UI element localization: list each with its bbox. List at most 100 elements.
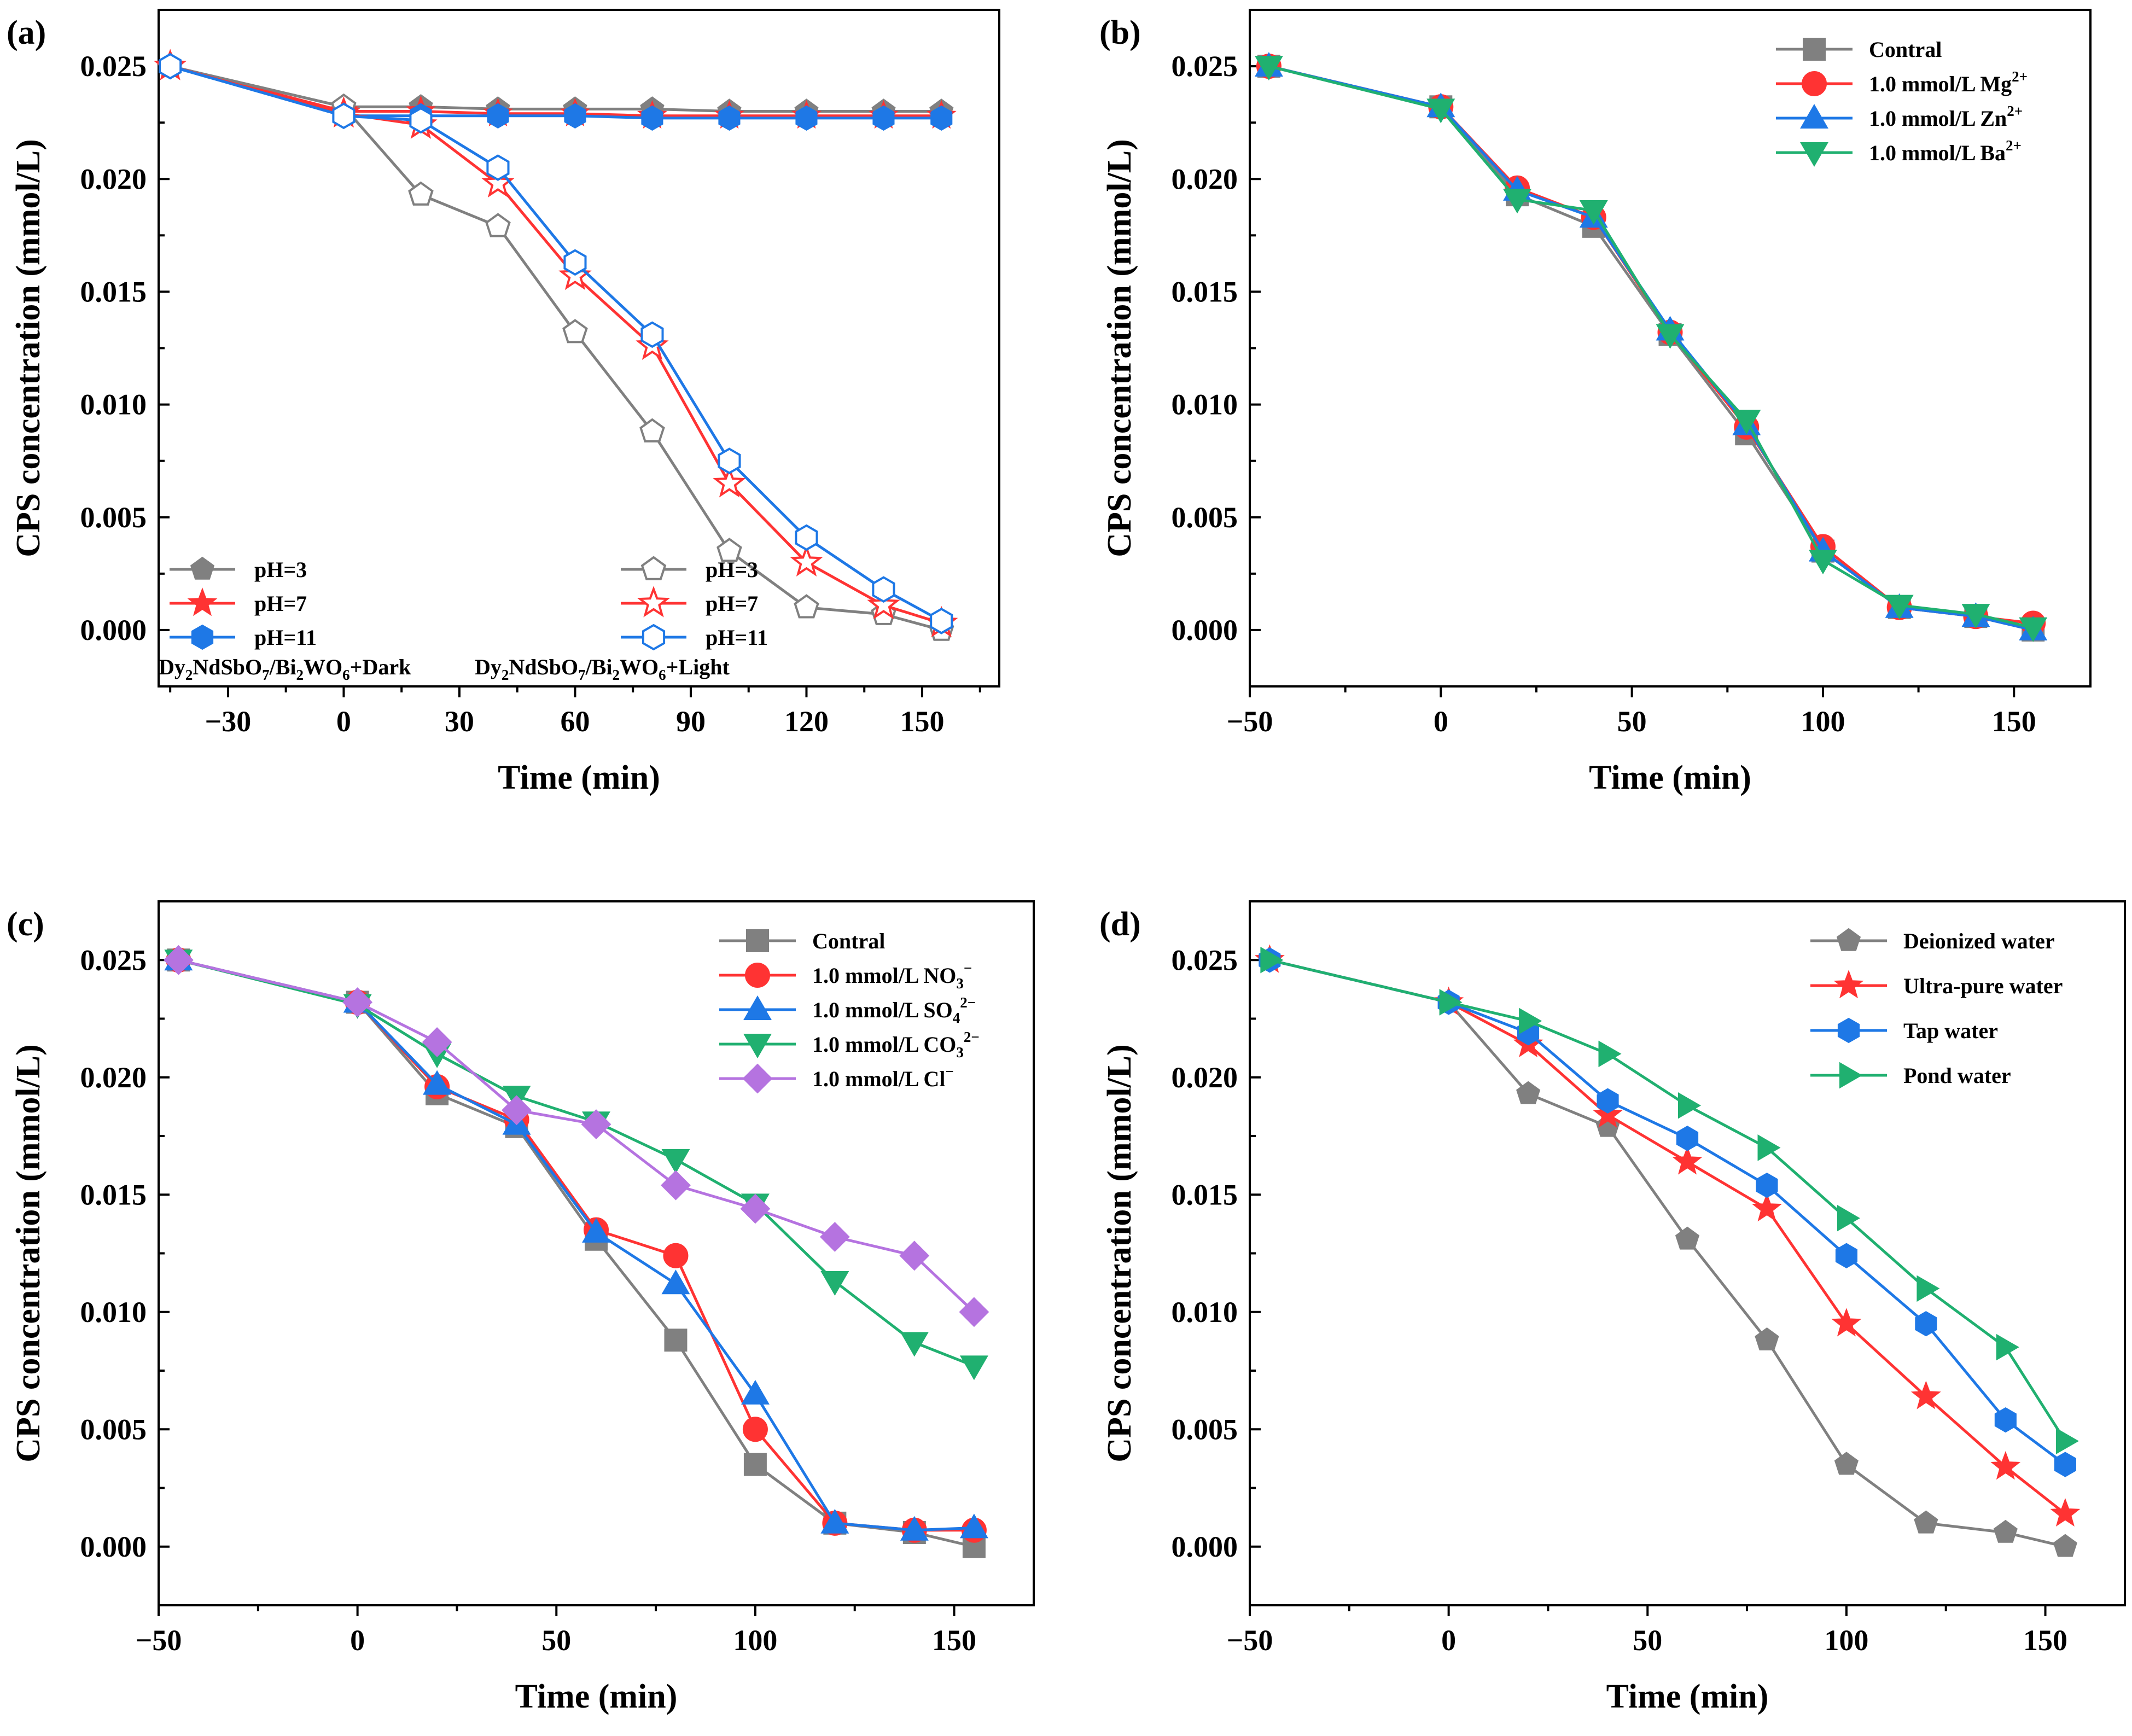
legend: pH=3 pH=7 pH=11 pH=3 pH=7 pH=11 xyxy=(170,556,768,651)
series-line xyxy=(1268,65,2034,630)
legend-label: pH=7 xyxy=(254,591,307,616)
y-axis-title: CPS concentration (mmol/L) xyxy=(10,1044,47,1463)
data-point xyxy=(422,1027,452,1057)
data-point xyxy=(2053,1534,2077,1557)
legend-marker xyxy=(642,624,666,651)
data-point xyxy=(900,1332,929,1357)
y-axis-title: CPS concentration (mmol/L) xyxy=(10,139,47,557)
x-tick-label: 100 xyxy=(1824,1624,1868,1657)
y-tick-label: 0.020 xyxy=(1172,1061,1238,1094)
series-line xyxy=(178,958,974,1532)
legend-item: 1.0 mmol/L Mg2+ xyxy=(1776,68,2028,96)
data-point xyxy=(1260,946,1284,974)
series-line xyxy=(1269,958,2066,1548)
data-point xyxy=(664,1329,688,1352)
data-point xyxy=(1837,1204,1860,1232)
x-tick-label: 150 xyxy=(1992,705,2036,738)
series-line xyxy=(170,65,942,118)
data-point xyxy=(1914,1510,1938,1534)
series-line xyxy=(170,65,942,120)
data-point xyxy=(820,1508,849,1534)
legend-item: pH=3 xyxy=(621,556,758,582)
y-axis-title: CPS concentration (mmol/L) xyxy=(1101,139,1138,557)
legend-marker xyxy=(1802,71,1827,96)
legend-marker xyxy=(746,929,769,952)
legend-item: Pond water xyxy=(1810,1062,2011,1089)
legend-marker xyxy=(637,586,671,617)
series-line xyxy=(170,65,942,622)
data-point xyxy=(639,418,665,442)
series-3 xyxy=(157,53,954,641)
legend-item: 1.0 mmol/L CO32− xyxy=(719,1029,980,1061)
x-tick-label: 50 xyxy=(1633,1624,1662,1657)
data-point xyxy=(342,987,373,1017)
x-tick-label: 30 xyxy=(445,705,474,738)
legend-item: Deionized water xyxy=(1810,928,2055,953)
data-point xyxy=(2050,1498,2081,1527)
x-tick-label: 120 xyxy=(784,705,829,738)
y-tick-label: 0.005 xyxy=(1172,1413,1238,1446)
data-point xyxy=(794,594,819,619)
legend: Deionized water Ultra-pure water Tap water… xyxy=(1810,928,2063,1089)
data-point xyxy=(743,1453,767,1476)
legend-item: pH=11 xyxy=(621,624,768,651)
panel-a: (a) 0.000 0.005 0.010 0.015 0.020 0.025 −30 0 30 6… xyxy=(7,9,1000,796)
data-point xyxy=(740,1193,771,1224)
data-point xyxy=(1672,1146,1703,1175)
legend-label: Contral xyxy=(1869,37,1942,62)
data-point xyxy=(1751,1193,1782,1222)
data-point xyxy=(564,103,586,129)
y-tick-label: 0.010 xyxy=(80,1296,147,1329)
legend-item: 1.0 mmol/L Ba2+ xyxy=(1776,137,2022,167)
x-tick-label: 90 xyxy=(676,705,706,738)
legend-label: 1.0 mmol/L Mg2+ xyxy=(1869,68,2028,96)
legend-label: Pond water xyxy=(1903,1063,2011,1088)
annotation-1: Dy2NdSbO7/Bi2WO6+Light xyxy=(475,655,730,683)
data-point xyxy=(159,53,182,80)
data-point xyxy=(661,1149,690,1174)
data-point xyxy=(795,105,818,131)
legend-marker xyxy=(190,556,215,580)
series-line xyxy=(1269,958,2067,1442)
legend-label: 1.0 mmol/L Cl− xyxy=(812,1063,954,1091)
data-point xyxy=(1597,1088,1619,1114)
x-axis-title: Time (min) xyxy=(515,1678,678,1715)
legend-marker xyxy=(743,1034,772,1059)
data-point xyxy=(1732,410,1761,435)
data-point xyxy=(1990,1451,2021,1480)
annotation-0: Dy2NdSbO7/Bi2WO6+Dark xyxy=(159,655,411,683)
panel-letter: (b) xyxy=(1099,14,1141,51)
data-point xyxy=(741,1379,770,1405)
data-point xyxy=(1757,1134,1781,1161)
x-tick-label: −30 xyxy=(205,705,252,738)
y-axis-title: CPS concentration (mmol/L) xyxy=(1101,1044,1138,1463)
x-axis-title: Time (min) xyxy=(498,759,660,796)
data-point xyxy=(1675,1226,1700,1250)
legend-label: 1.0 mmol/L Ba2+ xyxy=(1869,137,2022,165)
data-point xyxy=(1994,1407,2017,1433)
data-point xyxy=(900,1516,929,1541)
data-point xyxy=(872,576,895,603)
data-point xyxy=(1579,200,1608,225)
legend-marker xyxy=(1839,1062,1863,1089)
x-tick-label: 150 xyxy=(900,705,944,738)
data-point xyxy=(872,105,895,131)
legend-label: pH=11 xyxy=(706,625,768,650)
series-0 xyxy=(158,53,954,122)
legend-item: 1.0 mmol/L Zn2+ xyxy=(1776,103,2023,131)
panel-letter: (a) xyxy=(7,14,46,51)
legend-marker xyxy=(742,1063,773,1094)
series-line xyxy=(170,65,942,625)
y-tick-label: 0.000 xyxy=(1172,1530,1238,1563)
y-tick-label: 0.025 xyxy=(1172,50,1238,83)
legend-item: 1.0 mmol/L SO42− xyxy=(719,994,976,1026)
data-point xyxy=(959,1513,988,1539)
data-point xyxy=(2054,1452,2076,1477)
data-point xyxy=(1656,324,1685,349)
series-line xyxy=(178,958,975,1367)
x-tick-label: 0 xyxy=(1441,1624,1456,1657)
series-3 xyxy=(1260,946,2079,1454)
data-point xyxy=(930,105,953,131)
legend-item: pH=11 xyxy=(170,624,317,650)
